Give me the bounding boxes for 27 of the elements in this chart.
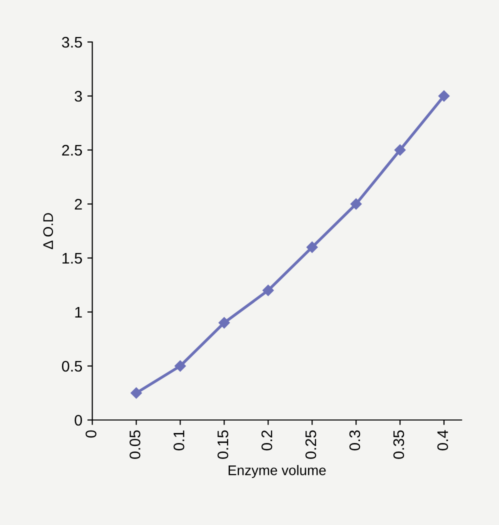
x-tick-label: 0.3 — [349, 430, 360, 450]
y-tick-label: 2.5 — [62, 144, 82, 156]
point — [394, 144, 406, 156]
x-tick-label: 0.35 — [393, 430, 404, 459]
point — [306, 242, 318, 253]
x-tick-label: 0.15 — [217, 430, 228, 459]
x-tick-label: 0 — [86, 430, 96, 438]
point — [262, 284, 274, 296]
y-tick-label: 0.5 — [62, 360, 82, 372]
x-tick-label: 0.25 — [305, 430, 316, 459]
x-tick-label: 0.2 — [261, 430, 272, 450]
y-axis-title: Δ O.D — [43, 213, 54, 250]
x-tick-label: 0.1 — [174, 430, 184, 450]
y-tick-label: 2 — [74, 198, 82, 210]
y-tick-label: 1 — [75, 307, 82, 318]
point — [350, 198, 362, 210]
point — [130, 387, 142, 399]
x-axis-title: Enzyme volume — [228, 465, 326, 478]
point — [218, 317, 230, 328]
y-tick-label: 3.5 — [62, 36, 82, 48]
y-tick-label: 3 — [74, 90, 82, 102]
point — [174, 360, 186, 372]
point — [438, 90, 450, 102]
y-tick-label: 0 — [74, 414, 82, 426]
y-tick-label: 1.5 — [62, 253, 82, 264]
x-tick-label: 0.05 — [130, 430, 140, 459]
x-tick-label: 0.4 — [437, 430, 448, 450]
